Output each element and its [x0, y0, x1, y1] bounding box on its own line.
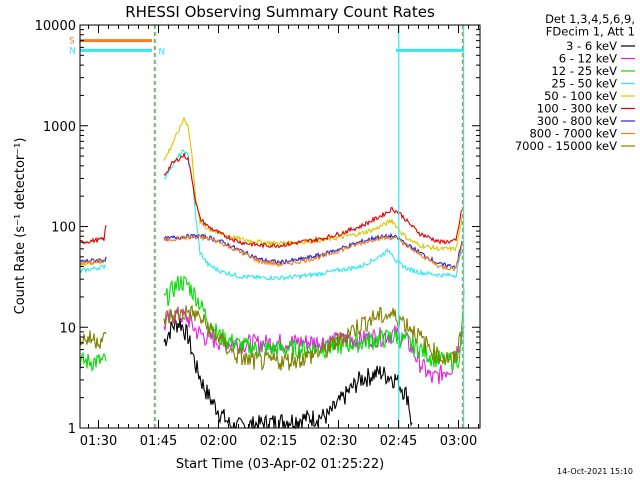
- y-tick-label: 10000: [35, 19, 76, 34]
- legend-item-label: 6 - 12 keV: [559, 52, 617, 66]
- y-tick-label: 100: [51, 221, 76, 236]
- legend-item-label: 25 - 50 keV: [551, 77, 617, 91]
- x-tick-label: 02:15: [260, 434, 297, 449]
- series-line-4: [79, 149, 463, 282]
- series-line-8: [79, 234, 463, 272]
- legend-item-label: 7000 - 15000 keV: [515, 139, 617, 153]
- legend-item-label: 50 - 100 keV: [544, 89, 617, 103]
- x-axis-label: Start Time (03-Apr-02 01:25:22): [176, 457, 384, 472]
- legend-item-label: 100 - 300 keV: [537, 102, 617, 116]
- flag-label: S: [69, 37, 75, 47]
- legend-header: Det 1,3,4,5,6,9,: [545, 12, 635, 26]
- flags-group: SN N: [69, 37, 464, 57]
- y-tick-label: 1: [68, 422, 76, 437]
- series-group: [79, 117, 465, 430]
- legend: Det 1,3,4,5,6,9,FDecim 1, Att 13 - 6 keV…: [515, 12, 635, 153]
- legend-item-label: 12 - 25 keV: [551, 64, 617, 78]
- flag-label: N: [69, 46, 76, 56]
- timestamp: 14-Oct-2021 15:10: [557, 467, 633, 476]
- x-tick-label: 02:30: [320, 434, 357, 449]
- y-axis: 1 10 100 1000 10000: [35, 19, 480, 437]
- legend-item-label: 300 - 800 keV: [537, 114, 617, 128]
- x-tick-label: 03:00: [440, 434, 477, 449]
- chart-title: RHESSI Observing Summary Count Rates: [125, 3, 435, 21]
- x-tick-label: 01:30: [80, 434, 117, 449]
- x-tick-label: 01:45: [140, 434, 177, 449]
- vertical-markers: [153, 25, 465, 428]
- series-line-9: [79, 304, 463, 371]
- series-line-3: [79, 275, 465, 372]
- y-axis-label: Count Rate (s⁻¹ detector⁻¹): [13, 138, 28, 315]
- legend-item-label: 800 - 7000 keV: [529, 127, 617, 141]
- x-tick-label: 02:00: [200, 434, 237, 449]
- series-line-2: [163, 306, 465, 385]
- series-line-6: [79, 153, 463, 250]
- legend-item-label: 3 - 6 keV: [566, 39, 617, 53]
- x-axis: 01:30 01:45 02:00 02:15 02:30 02:45 03:00: [80, 25, 480, 449]
- x-tick-label: 02:45: [380, 434, 417, 449]
- flag-label-n: N: [158, 47, 165, 57]
- y-tick-label: 1000: [43, 120, 76, 135]
- y-tick-label: 10: [59, 321, 76, 336]
- legend-header: FDecim 1, Att 1: [546, 25, 635, 39]
